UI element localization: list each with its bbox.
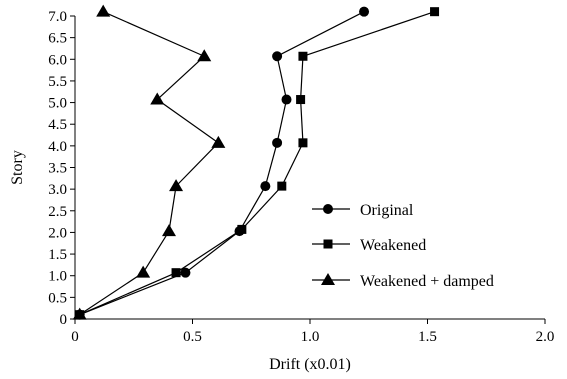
y-tick-label: 5.5 xyxy=(48,74,67,90)
y-tick-label: 6.0 xyxy=(48,52,67,68)
series-weakened-damped xyxy=(72,4,226,320)
legend-marker-weakened-damped xyxy=(321,273,335,285)
series-line-original xyxy=(79,11,365,316)
data-point-original xyxy=(281,94,292,105)
y-tick-label: 0.5 xyxy=(48,290,67,306)
y-axis-title: Story xyxy=(9,150,26,185)
legend-item-original: Original xyxy=(312,202,414,219)
legend: Original Weakened Weakened + damped xyxy=(312,202,494,290)
legend-marker-original xyxy=(323,204,333,214)
y-tick-label: 3.0 xyxy=(48,182,67,198)
legend-label-original: Original xyxy=(360,202,414,219)
data-point-original xyxy=(359,6,370,17)
data-point-original xyxy=(260,181,271,192)
data-point-weakened xyxy=(296,95,306,105)
series-layer xyxy=(72,4,440,320)
x-tick-label: 0.5 xyxy=(183,329,202,345)
data-point-original xyxy=(272,137,283,148)
x-tick-label: 2.0 xyxy=(536,329,555,345)
data-point-weakened xyxy=(171,268,181,278)
data-point-weakened xyxy=(430,7,440,17)
y-tick-label: 5.0 xyxy=(48,96,67,112)
data-point-weakened xyxy=(237,224,247,234)
y-tick-label: 2.5 xyxy=(48,204,67,220)
series-line-weakened xyxy=(79,11,435,316)
data-point-weakened-damped xyxy=(150,92,165,105)
data-point-weakened-damped xyxy=(197,49,212,62)
data-point-weakened-damped xyxy=(162,224,176,237)
x-axis-title: Drift (x0.01) xyxy=(269,356,351,373)
data-point-original xyxy=(180,267,191,278)
x-tick-label: 0 xyxy=(71,329,79,345)
data-point-weakened-damped xyxy=(136,265,151,278)
y-tick-label: 6.5 xyxy=(48,31,67,47)
legend-marker-weakened xyxy=(323,239,333,249)
x-tick-label: 1.0 xyxy=(301,329,320,345)
data-point-original xyxy=(272,51,283,62)
data-point-weakened xyxy=(277,181,287,191)
y-tick-label: 7.0 xyxy=(48,9,67,25)
legend-item-weakened-damped: Weakened + damped xyxy=(312,273,494,290)
y-tick-label: 4.5 xyxy=(48,117,67,133)
data-point-weakened-damped xyxy=(169,179,184,192)
data-point-weakened-damped xyxy=(72,307,87,320)
data-point-weakened xyxy=(298,51,308,61)
x-tick-label: 1.5 xyxy=(418,329,437,345)
legend-label-weakened: Weakened xyxy=(360,237,426,254)
y-tick-label: 3.5 xyxy=(48,161,67,177)
y-tick-label: 1.0 xyxy=(48,269,67,285)
legend-label-weakened-damped: Weakened + damped xyxy=(360,273,494,290)
y-axis-ticks: 0 0.5 1.0 1.5 2.0 2.5 3.0 3.5 4.0 4.5 5.0 5.5 6.0 6.5… xyxy=(48,9,75,328)
legend-item-weakened: Weakened xyxy=(312,237,426,254)
data-point-weakened-damped xyxy=(96,4,111,17)
data-point-weakened-damped xyxy=(211,135,226,148)
y-tick-label: 1.5 xyxy=(48,247,67,263)
y-tick-label: 0 xyxy=(60,312,68,328)
series-line-weakened-damped xyxy=(79,11,220,316)
series-original xyxy=(74,6,370,320)
data-point-weakened xyxy=(298,138,308,148)
x-axis-ticks: 0 0.5 1.0 1.5 2.0 xyxy=(71,319,554,345)
y-tick-label: 4.0 xyxy=(48,139,67,155)
y-tick-label: 2.0 xyxy=(48,225,67,241)
